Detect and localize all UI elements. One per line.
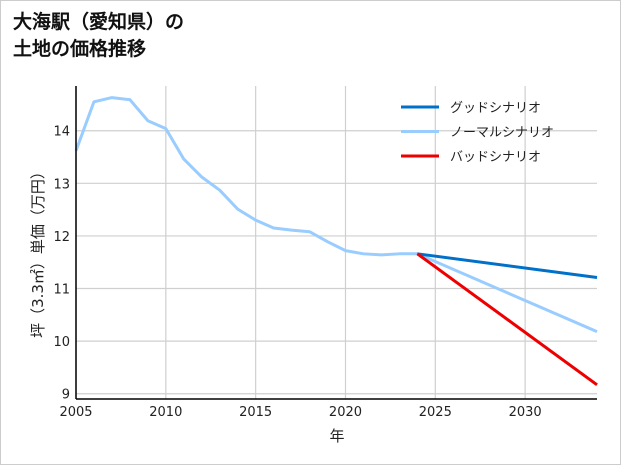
- x-axis-label: 年: [329, 427, 344, 445]
- y-tick-label: 9: [62, 388, 70, 403]
- legend-label: グッドシナリオ: [450, 101, 541, 116]
- legend-label: ノーマルシナリオ: [450, 126, 554, 141]
- series-lines: [74, 96, 598, 387]
- series-line-2: [416, 252, 598, 387]
- series-line-1: [74, 96, 598, 334]
- x-tick-label: 2005: [59, 405, 92, 420]
- title-line-1: 大海駅（愛知県）の: [13, 11, 185, 33]
- chart-title: 大海駅（愛知県）の 土地の価格推移: [13, 9, 184, 63]
- x-tick-label: 2010: [149, 405, 182, 420]
- x-tick-label: 2015: [239, 405, 272, 420]
- y-tick-label: 11: [53, 283, 70, 298]
- x-tick-label: 2020: [329, 405, 362, 420]
- title-line-2: 土地の価格推移: [13, 38, 147, 60]
- series-line-0: [417, 252, 598, 279]
- y-axis-label: 坪（3.3㎡）単価（万円）: [29, 164, 47, 338]
- tick-labels: 2005 2010 2015 2020 2025 2030 9 10 11 12 13 14: [53, 125, 541, 420]
- grid: [75, 86, 597, 399]
- y-tick-label: 10: [53, 335, 70, 350]
- x-tick-label: 2025: [419, 405, 452, 420]
- legend-label: バッドシナリオ: [450, 150, 541, 165]
- y-tick-label: 13: [53, 177, 70, 192]
- y-tick-label: 12: [53, 230, 70, 245]
- x-tick-label: 2030: [509, 405, 542, 420]
- axes: [75, 86, 597, 400]
- y-tick-label: 14: [53, 125, 70, 140]
